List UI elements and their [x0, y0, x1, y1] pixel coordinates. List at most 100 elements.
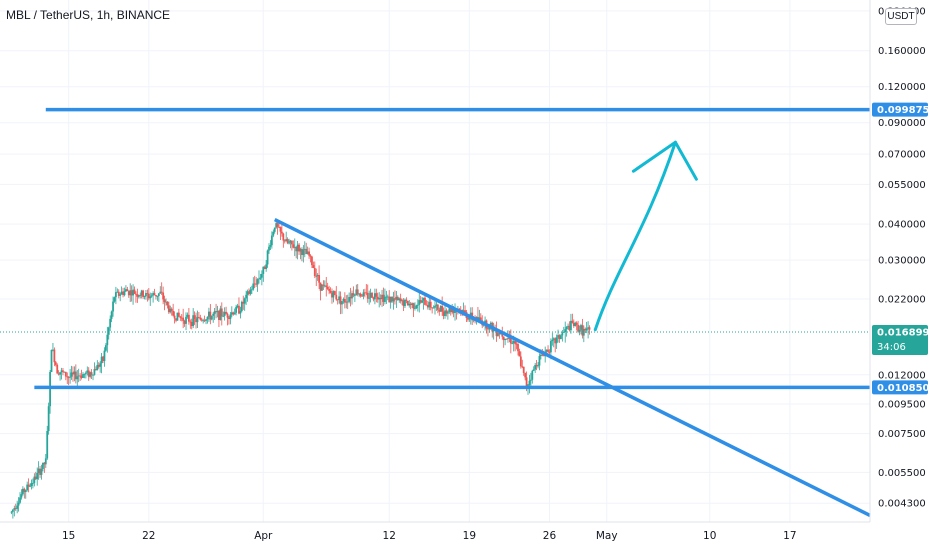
candle-body [99, 363, 101, 367]
x-tick-label: 26 [543, 530, 557, 542]
time-axis[interactable]: 15 22 Apr 12 19 26 May 10 17 [62, 530, 797, 542]
candle-body [360, 294, 362, 296]
candle-body [55, 362, 57, 365]
candle-body [424, 298, 426, 305]
candle-body [258, 279, 260, 280]
candle-body [112, 302, 114, 312]
candle-body [260, 278, 262, 279]
candle-body [274, 228, 276, 232]
candle-body [311, 257, 313, 265]
candle-body [69, 377, 71, 378]
currency-badge[interactable]: USDT [885, 8, 917, 25]
candle-body [188, 315, 190, 322]
candle-body [547, 350, 549, 352]
candle-body [84, 374, 86, 375]
candle-body [178, 313, 180, 317]
candle-body [325, 286, 327, 287]
candle-body [270, 245, 272, 247]
candle-body [375, 293, 377, 297]
candle-body [167, 302, 169, 306]
candle-body [53, 350, 55, 363]
candle-body [566, 327, 568, 329]
candle-body [271, 236, 273, 246]
candle-body [530, 380, 532, 381]
candle-body [56, 365, 58, 374]
candle-body [179, 316, 181, 317]
candle-body [29, 486, 31, 487]
candle-body [144, 296, 146, 297]
y-tick-label: 0.040000 [878, 220, 926, 231]
candle-body [105, 345, 107, 350]
candle-body [533, 369, 535, 370]
candle-body [531, 371, 533, 380]
candle-body [550, 341, 552, 352]
candle-body [589, 327, 591, 329]
price-axis[interactable]: 0.2200000.1600000.1200000.0900000.070000… [878, 6, 926, 509]
candle-body [162, 293, 164, 300]
candle-body [174, 316, 176, 319]
candle-body [272, 232, 274, 236]
y-tick-label: 0.090000 [878, 118, 926, 129]
candle-body [32, 483, 34, 484]
candle-body [91, 372, 93, 375]
x-tick-label: 15 [62, 530, 75, 542]
y-tick-label: 0.030000 [878, 256, 926, 267]
candle-body [561, 333, 563, 336]
candle-body [576, 323, 578, 325]
candle-body [291, 241, 293, 245]
candle-body [211, 316, 213, 320]
candle-body [108, 327, 110, 334]
candle-body [520, 357, 522, 367]
candle-body [235, 307, 237, 313]
candle-body [244, 298, 246, 303]
candle-body [51, 350, 53, 372]
candles [11, 220, 591, 519]
candle-body [134, 290, 136, 294]
candle-body [124, 291, 126, 295]
candle-body [250, 290, 252, 294]
last-price-tag-countdown: 34:06 [877, 342, 906, 353]
candle-body [182, 318, 184, 321]
candle-body [205, 319, 207, 320]
candle-body [194, 315, 196, 319]
x-tick-label: Apr [254, 530, 273, 542]
candle-body [149, 296, 151, 298]
y-tick-label: 0.012000 [878, 370, 926, 381]
y-tick-label: 0.160000 [878, 46, 926, 57]
candle-body [25, 490, 27, 492]
candle-body [328, 289, 330, 291]
x-tick-label: 17 [783, 530, 796, 542]
candle-body [115, 292, 117, 297]
candle-body [434, 306, 436, 308]
y-tick-label: 0.022000 [878, 294, 926, 305]
candle-body [146, 293, 148, 294]
candle-body [464, 310, 466, 312]
candle-body [519, 351, 521, 356]
candle-body [85, 373, 87, 374]
candle-body [46, 431, 48, 458]
candle-body [106, 335, 108, 345]
candle-body [308, 251, 310, 255]
candle-body [506, 339, 508, 340]
candle-body [11, 512, 13, 513]
candle-body [239, 311, 241, 314]
candle-body [221, 309, 223, 317]
candle-body [76, 376, 78, 379]
x-tick-label: 19 [463, 530, 476, 542]
resistance-price-tag-label: 0.099875 [877, 105, 930, 116]
y-tick-label: 0.004300 [878, 499, 926, 510]
candle-body [417, 305, 419, 306]
y-tick-label: 0.005500 [878, 468, 926, 479]
candle-body [302, 249, 304, 255]
candle-body [421, 301, 423, 303]
candle-body [288, 243, 290, 244]
candle-body [281, 232, 283, 234]
candle-body [45, 458, 47, 464]
descending-trendline [275, 220, 870, 516]
candle-body [517, 344, 519, 351]
candle-body [199, 318, 201, 320]
candle-body [551, 340, 553, 341]
x-tick-label: 10 [703, 530, 716, 542]
candle-body [447, 312, 449, 313]
